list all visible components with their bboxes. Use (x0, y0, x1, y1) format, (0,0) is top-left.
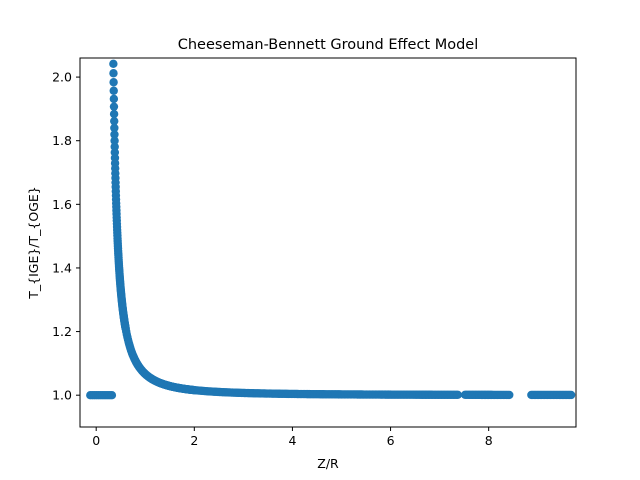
x-tick-label: 0 (92, 433, 100, 448)
y-tick-label: 1.4 (52, 260, 72, 275)
x-tick-label: 6 (387, 433, 395, 448)
data-point (505, 390, 514, 400)
data-point (110, 130, 119, 139)
y-tick-label: 1.2 (52, 324, 72, 339)
data-point (566, 390, 576, 400)
x-tick-label: 2 (190, 433, 198, 448)
data-point (110, 136, 119, 145)
data-point (109, 102, 119, 111)
data-point (107, 390, 117, 400)
data-point (109, 109, 119, 119)
plot-area-frame (79, 57, 577, 428)
y-axis-ticks: 1.0 1.2 1.4 1.6 1.8 2.0 (52, 70, 80, 403)
x-tick-label: 4 (288, 433, 296, 448)
y-tick-label: 1.8 (52, 133, 72, 148)
x-axis-ticks: 0 2 4 6 8 (92, 427, 493, 448)
data-point (109, 69, 118, 78)
chart-title: Cheeseman-Bennett Ground Effect Model (178, 37, 479, 53)
scatter-points (86, 59, 576, 400)
data-point (109, 86, 118, 95)
y-tick-label: 1.0 (52, 388, 72, 403)
y-tick-label: 1.6 (52, 197, 72, 212)
data-point (109, 59, 118, 69)
data-point (109, 78, 118, 87)
y-tick-label: 2.0 (52, 70, 72, 85)
x-axis-label: Z/R (317, 456, 339, 471)
x-tick-label: 8 (485, 433, 493, 448)
y-axis-label: T_{IGE}/T_{OGE} (26, 186, 41, 300)
data-point (453, 390, 462, 400)
data-point (110, 123, 119, 133)
data-point (110, 116, 119, 126)
data-point (109, 94, 119, 104)
